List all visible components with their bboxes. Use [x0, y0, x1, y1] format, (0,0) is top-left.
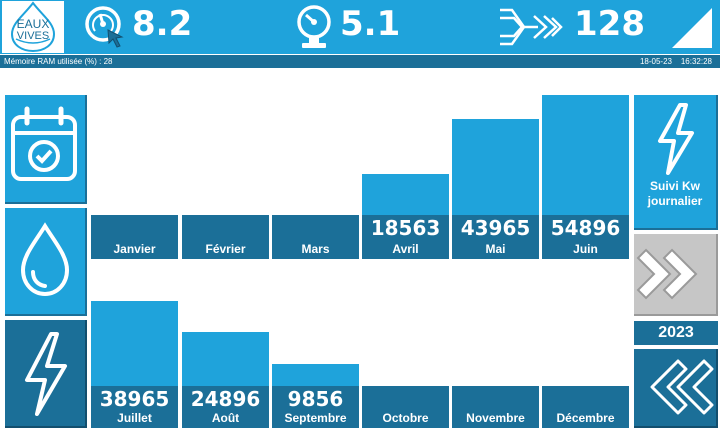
- bar-avril: [362, 174, 449, 215]
- ram-usage-text: Mémoire RAM utilisée (%) : 28: [4, 57, 113, 66]
- month-label: Septembre: [284, 411, 347, 425]
- month-label: Décembre: [556, 411, 615, 425]
- month-value: 54896: [550, 216, 621, 240]
- bar-mai: [452, 119, 539, 215]
- daily-kw-label-line2: journalier: [647, 194, 703, 208]
- metric2-value: 5.1: [340, 4, 401, 44]
- bar-juillet: [91, 301, 178, 386]
- month-tile-juin[interactable]: 54896 Juin: [542, 215, 629, 259]
- month-value: 9856: [287, 387, 344, 411]
- flow-merge-icon: [500, 8, 563, 46]
- month-label: Février: [205, 242, 246, 256]
- bar-septembre: [272, 364, 359, 386]
- month-tile-août[interactable]: 24896 Août: [182, 386, 269, 428]
- metric3-value: 128: [574, 4, 645, 44]
- month-tile-mars[interactable]: Mars: [272, 215, 359, 259]
- top-bar: EAUX VIVES 8.2 5.1 128: [0, 0, 720, 54]
- month-label: Octobre: [382, 411, 429, 425]
- eaux-vives-logo: EAUX VIVES: [2, 1, 64, 53]
- month-tile-novembre[interactable]: Novembre: [452, 386, 539, 428]
- bar-juin: [542, 95, 629, 215]
- month-value: 38965: [99, 387, 170, 411]
- calendar-button[interactable]: [5, 95, 87, 204]
- calendar-check-icon: [11, 106, 77, 181]
- water-button[interactable]: [5, 208, 87, 316]
- status-bar: Mémoire RAM utilisée (%) : 28 18-05-23 1…: [0, 54, 720, 68]
- month-tile-octobre[interactable]: Octobre: [362, 386, 449, 428]
- month-tile-janvier[interactable]: Janvier: [91, 215, 178, 259]
- month-tile-mai[interactable]: 43965 Mai: [452, 215, 539, 259]
- gauge-cursor-icon: [85, 6, 124, 48]
- month-label: Août: [211, 411, 240, 425]
- lightning-icon: [25, 332, 67, 416]
- month-label: Juin: [573, 242, 598, 256]
- month-tile-juillet[interactable]: 38965 Juillet: [91, 386, 178, 428]
- double-chevron-right-icon: [636, 248, 698, 300]
- previous-year-button[interactable]: [634, 349, 718, 428]
- month-tile-décembre[interactable]: Décembre: [542, 386, 629, 428]
- month-value: 43965: [460, 216, 531, 240]
- time-text: 16:32:28: [680, 57, 712, 66]
- year-label: 2023: [634, 321, 718, 345]
- month-label: Juillet: [117, 411, 152, 425]
- metric1-value: 8.2: [132, 4, 193, 44]
- lightning-icon: [658, 103, 694, 175]
- bar-août: [182, 332, 269, 386]
- daily-kw-label-line1: Suivi Kw: [649, 179, 700, 193]
- pressure-gauge-icon: [297, 5, 331, 48]
- month-label: Avril: [392, 242, 419, 256]
- month-label: Janvier: [113, 242, 156, 256]
- month-tile-septembre[interactable]: 9856 Septembre: [272, 386, 359, 428]
- signal-strength-icon: [672, 8, 712, 48]
- next-year-button[interactable]: [634, 234, 718, 316]
- electricity-button[interactable]: [5, 320, 87, 428]
- datetime: 18-05-23 16:32:28: [640, 55, 712, 68]
- water-drop-icon: [20, 222, 70, 297]
- logo-line2: VIVES: [17, 30, 49, 42]
- daily-kw-button[interactable]: Suivi Kw journalier: [634, 95, 718, 230]
- logo-line1: EAUX: [17, 17, 50, 31]
- month-label: Mai: [485, 242, 506, 256]
- month-label: Novembre: [466, 411, 525, 425]
- date-text: 18-05-23: [639, 57, 672, 66]
- month-label: Mars: [301, 242, 330, 256]
- month-value: 24896: [190, 387, 261, 411]
- month-tile-avril[interactable]: 18563 Avril: [362, 215, 449, 259]
- month-tile-février[interactable]: Février: [182, 215, 269, 259]
- month-value: 18563: [370, 216, 441, 240]
- double-chevron-left-icon: [650, 359, 714, 415]
